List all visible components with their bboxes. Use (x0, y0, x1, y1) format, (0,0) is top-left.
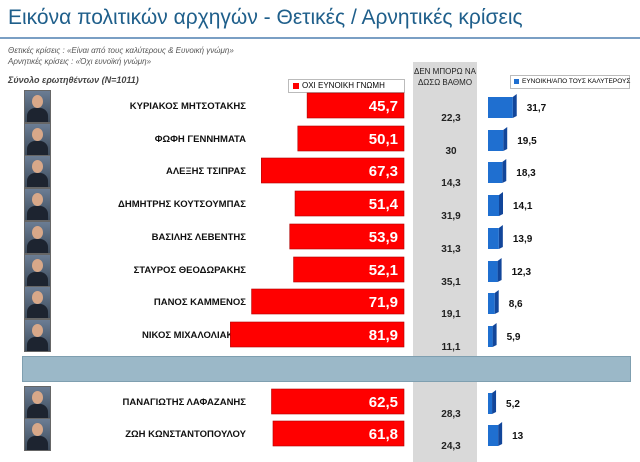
negative-value-label: 81,9 (369, 327, 398, 344)
negative-value-label: 61,8 (369, 426, 398, 443)
politician-name: ΣΤΑΥΡΟΣ ΘΕΟΔΩΡΑΚΗΣ (134, 265, 247, 276)
positive-bar (488, 162, 503, 183)
positive-definition-note: Θετικές κρίσεις : «Είναι από τους καλύτε… (8, 46, 234, 55)
politician-name: ΦΩΦΗ ΓΕΝΝΗΜΑΤΑ (155, 134, 246, 145)
negative-value-label: 52,1 (369, 262, 398, 279)
politician-photo (24, 123, 51, 156)
dont-know-value-label: 11,1 (442, 342, 461, 353)
politician-photo (24, 418, 51, 451)
positive-bar-side (497, 258, 502, 282)
dont-know-value-label: 35,1 (441, 277, 461, 288)
positive-value-label: 12,3 (512, 267, 532, 278)
negative-value-label: 53,9 (369, 229, 398, 246)
positive-bar (488, 130, 504, 151)
positive-value-label: 13,9 (513, 234, 533, 245)
negative-bar (294, 190, 405, 217)
positive-bar (488, 261, 498, 282)
positive-value-label: 8,6 (509, 299, 523, 310)
positive-value-label: 5,9 (507, 332, 521, 343)
positive-value-label: 14,1 (513, 201, 533, 212)
negative-value-label: 67,3 (369, 163, 398, 180)
negative-value-label: 45,7 (369, 98, 398, 115)
positive-bar (488, 293, 495, 314)
negative-value-label: 51,4 (369, 196, 399, 213)
positive-bar-side (498, 422, 503, 446)
negative-bar (297, 125, 405, 152)
positive-bar-side (494, 290, 499, 314)
legend-positive: ΕΥΝΟΙΚΗ/ΑΠΟ ΤΟΥΣ ΚΑΛΥΤΕΡΟΥΣ (510, 75, 630, 89)
positive-value-label: 5,2 (506, 399, 520, 410)
negative-bar (272, 420, 405, 447)
politician-photo (24, 90, 51, 123)
positive-value-label: 19,5 (517, 136, 537, 147)
positive-bar-side (498, 192, 503, 216)
negative-value-label: 62,5 (369, 394, 398, 411)
legend-negative-swatch (293, 83, 299, 89)
title-divider (0, 37, 640, 39)
legend-positive-swatch (514, 79, 519, 84)
positive-bar (488, 195, 499, 216)
politician-name: ΚΥΡΙΑΚΟΣ ΜΗΤΣΟΤΑΚΗΣ (130, 101, 247, 112)
sample-base-label: Σύνολο ερωτηθέντων (N=1011) (8, 75, 139, 85)
politician-name: ΠΑΝΑΓΙΩΤΗΣ ΛΑΦΑΖΑΝΗΣ (123, 397, 247, 408)
dont-know-value-label: 28,3 (441, 409, 461, 420)
chart-title: Εικόνα πολιτικών αρχηγών - Θετικές / Αρν… (8, 6, 523, 29)
dont-know-value-label: 31,9 (441, 211, 461, 222)
positive-bar-side (492, 390, 497, 414)
politician-photo (24, 188, 51, 221)
politician-photo (24, 386, 51, 419)
dont-know-value-label: 31,3 (441, 244, 461, 255)
positive-value-label: 18,3 (516, 168, 536, 179)
legend-positive-label: ΕΥΝΟΙΚΗ/ΑΠΟ ΤΟΥΣ ΚΑΛΥΤΕΡΟΥΣ (522, 78, 631, 85)
politician-photo (24, 155, 51, 188)
negative-bar (230, 321, 405, 348)
politician-photo (24, 221, 51, 254)
dont-know-value-label: 22,3 (441, 113, 461, 124)
dont-know-value-label: 24,3 (441, 441, 461, 452)
legend-negative-label: ΟΧΙ ΕΥΝΟΙΚΗ ΓΝΩΜΗ (302, 81, 385, 90)
negative-value-label: 71,9 (369, 294, 398, 311)
positive-bar-side (492, 323, 497, 347)
negative-bar (271, 388, 405, 415)
positive-bar-side (503, 127, 508, 151)
positive-bar (488, 425, 499, 446)
positive-bar (488, 228, 499, 249)
positive-bar (488, 326, 493, 347)
dont-know-value-label: 14,3 (441, 178, 461, 189)
negative-bar (251, 288, 405, 315)
dont-know-column-header: ΔΕΝ ΜΠΟΡΩ ΝΑ ΔΩΣΩ ΒΑΘΜΟ (414, 67, 476, 87)
politician-name: ΔΗΜΗΤΡΗΣ ΚΟΥΤΣΟΥΜΠΑΣ (118, 199, 246, 210)
politician-name: ΝΙΚΟΣ ΜΙΧΑΛΟΛΙΑΚΟΣ (142, 330, 246, 341)
dont-know-value-label: 19,1 (441, 309, 461, 320)
politician-photo (24, 286, 51, 319)
politician-photo (24, 254, 51, 287)
politician-name: ΑΛΕΞΗΣ ΤΣΙΠΡΑΣ (166, 166, 246, 177)
negative-bar (306, 92, 405, 119)
positive-bar (488, 393, 493, 414)
dont-know-column-background (413, 62, 477, 462)
positive-bar-side (512, 94, 517, 118)
legend-negative: ΟΧΙ ΕΥΝΟΙΚΗ ΓΝΩΜΗ (288, 79, 405, 93)
positive-value-label: 31,7 (527, 103, 547, 114)
positive-bar-side (502, 159, 507, 183)
negative-value-label: 50,1 (369, 131, 398, 148)
politician-name: ΒΑΣΙΛΗΣ ΛΕΒΕΝΤΗΣ (152, 232, 247, 243)
positive-value-label: 13 (512, 431, 524, 442)
positive-bar (488, 97, 513, 118)
dont-know-value-label: 30 (445, 146, 457, 157)
negative-definition-note: Αρνητικές κρίσεις : «Όχι ευνοϊκή γνώμη» (8, 57, 152, 66)
positive-bar-side (498, 225, 503, 249)
negative-bar (261, 157, 405, 184)
politician-photo (24, 319, 51, 352)
negative-bar (293, 256, 405, 283)
negative-bar (289, 223, 405, 250)
politician-name: ΖΩΗ ΚΩΝΣΤΑΝΤΟΠΟΥΛΟΥ (125, 429, 246, 440)
politician-name: ΠΑΝΟΣ ΚΑΜΜΕΝΟΣ (154, 297, 246, 308)
section-separator-band (22, 356, 631, 382)
